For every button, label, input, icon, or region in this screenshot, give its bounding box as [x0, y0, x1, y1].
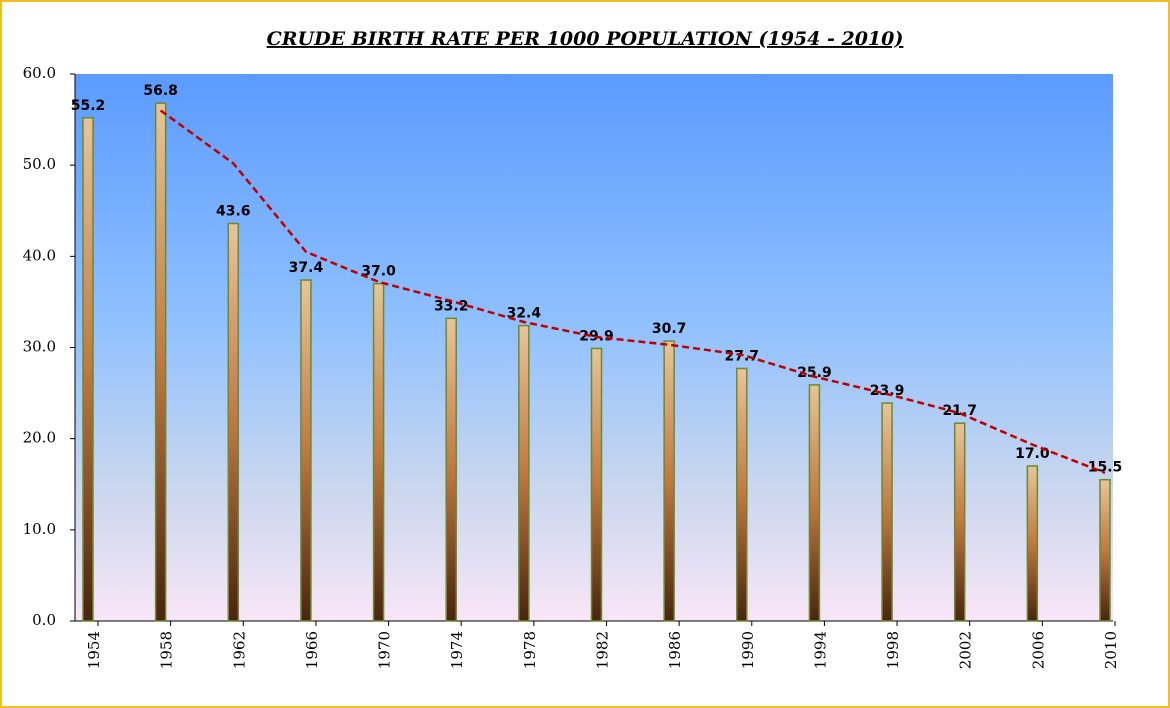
- value-label: 37.4: [289, 260, 324, 276]
- x-tick-label: 1978: [521, 631, 539, 669]
- y-tick-label: 30.0: [23, 338, 56, 356]
- x-tick-label: 1994: [811, 631, 829, 669]
- value-label: 23.9: [870, 383, 905, 399]
- value-label: 30.7: [652, 321, 687, 337]
- x-tick-label: 1966: [303, 631, 321, 669]
- x-tick-label: 1954: [85, 631, 103, 669]
- x-tick-label: 1986: [666, 631, 684, 669]
- bar: [82, 117, 94, 622]
- y-tick-label: 50.0: [23, 155, 56, 173]
- bar: [808, 384, 821, 622]
- bar: [445, 317, 457, 622]
- value-label: 56.8: [143, 83, 178, 99]
- trend-line: [159, 109, 1106, 475]
- value-label: 37.0: [361, 264, 396, 280]
- value-label: 15.5: [1088, 460, 1123, 476]
- x-tick-label: 2006: [1029, 631, 1047, 669]
- value-label: 17.0: [1015, 446, 1050, 462]
- value-label: 43.6: [216, 204, 251, 220]
- bar: [372, 282, 385, 622]
- bar: [300, 279, 312, 622]
- value-label: 55.2: [71, 98, 106, 114]
- bar: [1099, 478, 1111, 622]
- bar: [1026, 465, 1039, 622]
- y-tick-label: 60.0: [23, 64, 56, 82]
- x-tick-label: 1970: [376, 631, 394, 669]
- y-tick-label: 10.0: [23, 520, 56, 538]
- value-label: 21.7: [942, 403, 977, 419]
- value-label: 32.4: [507, 306, 542, 322]
- bar: [154, 102, 167, 622]
- bar: [881, 402, 893, 622]
- value-label: 27.7: [725, 348, 760, 364]
- x-tick-label: 2010: [1102, 631, 1120, 669]
- bar: [736, 367, 748, 622]
- bar: [227, 222, 240, 622]
- y-tick-label: 20.0: [23, 429, 56, 447]
- y-tick-label: 40.0: [23, 246, 56, 264]
- bar: [953, 422, 966, 622]
- y-tick-label: 0.0: [32, 611, 56, 629]
- x-tick-label: 1982: [594, 631, 612, 669]
- x-tick-label: 1990: [739, 631, 757, 669]
- x-tick-label: 1962: [230, 631, 248, 669]
- bar: [590, 347, 603, 622]
- bar: [663, 340, 675, 622]
- bar: [518, 324, 530, 622]
- x-tick-label: 2002: [957, 631, 975, 669]
- x-tick-label: 1958: [158, 631, 176, 669]
- x-tick-label: 1998: [884, 631, 902, 669]
- value-label: 25.9: [797, 365, 832, 381]
- x-tick-label: 1974: [448, 631, 466, 669]
- chart-title: CRUDE BIRTH RATE PER 1000 POPULATION (19…: [267, 28, 904, 50]
